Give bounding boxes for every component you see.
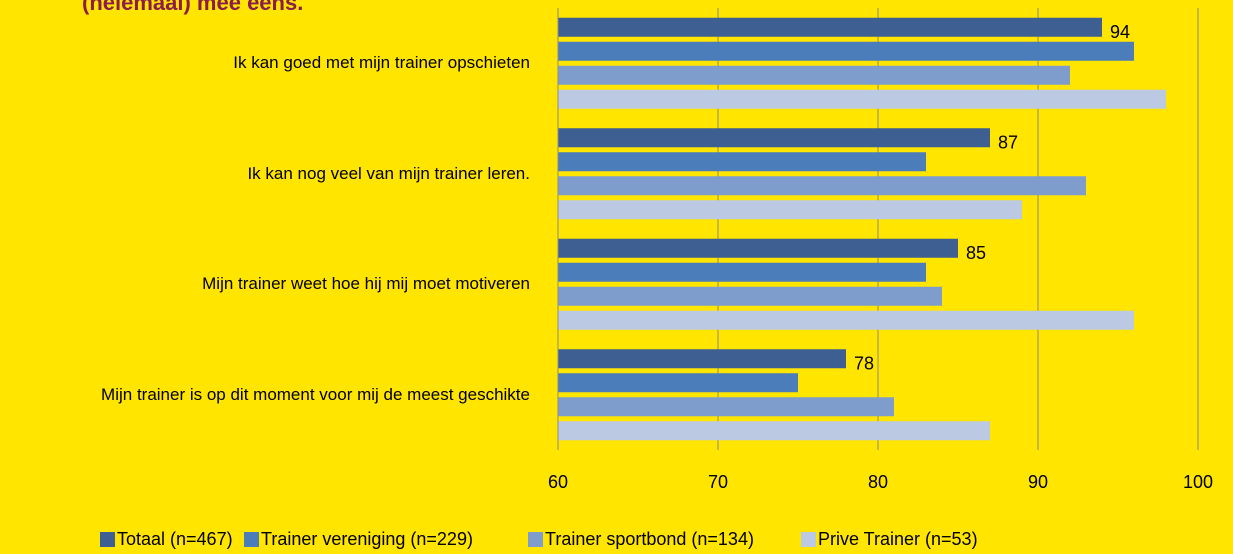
bar — [558, 152, 926, 172]
bar — [558, 373, 798, 393]
bar — [558, 89, 1166, 109]
bar — [558, 262, 926, 282]
x-tick-label: 80 — [868, 472, 888, 492]
data-label: 87 — [998, 133, 1018, 153]
legend-label: Trainer vereniging (n=229) — [261, 529, 473, 549]
legend-swatch — [244, 532, 259, 547]
bar — [558, 200, 1022, 220]
bar — [558, 238, 958, 258]
bar — [558, 397, 894, 417]
bar — [558, 286, 942, 306]
data-label: 78 — [854, 354, 874, 374]
bar — [558, 310, 1134, 330]
bar — [558, 421, 990, 441]
x-tick-label: 100 — [1183, 472, 1213, 492]
category-label: Mijn trainer weet hoe hij mij moet motiv… — [202, 274, 530, 294]
data-label: 94 — [1110, 22, 1130, 42]
x-tick-label: 90 — [1028, 472, 1048, 492]
bar — [558, 17, 1102, 37]
chart-title: (helemaal) mee eens. — [82, 0, 303, 15]
legend-label: Prive Trainer (n=53) — [818, 529, 978, 549]
legend-swatch — [100, 532, 115, 547]
category-label: Mijn trainer is op dit moment voor mij d… — [101, 384, 530, 404]
category-label: Ik kan goed met mijn trainer opschieten — [233, 53, 530, 73]
legend-swatch — [528, 532, 543, 547]
x-tick-label: 60 — [548, 472, 568, 492]
data-label: 85 — [966, 243, 986, 263]
legend-swatch — [801, 532, 816, 547]
bar — [558, 41, 1134, 61]
bar — [558, 128, 990, 148]
bar — [558, 65, 1070, 85]
bar — [558, 176, 1086, 196]
category-label: Ik kan nog veel van mijn trainer leren. — [247, 163, 530, 183]
bar — [558, 349, 846, 369]
legend-label: Totaal (n=467) — [117, 529, 233, 549]
x-tick-label: 70 — [708, 472, 728, 492]
legend-label: Trainer sportbond (n=134) — [545, 529, 754, 549]
